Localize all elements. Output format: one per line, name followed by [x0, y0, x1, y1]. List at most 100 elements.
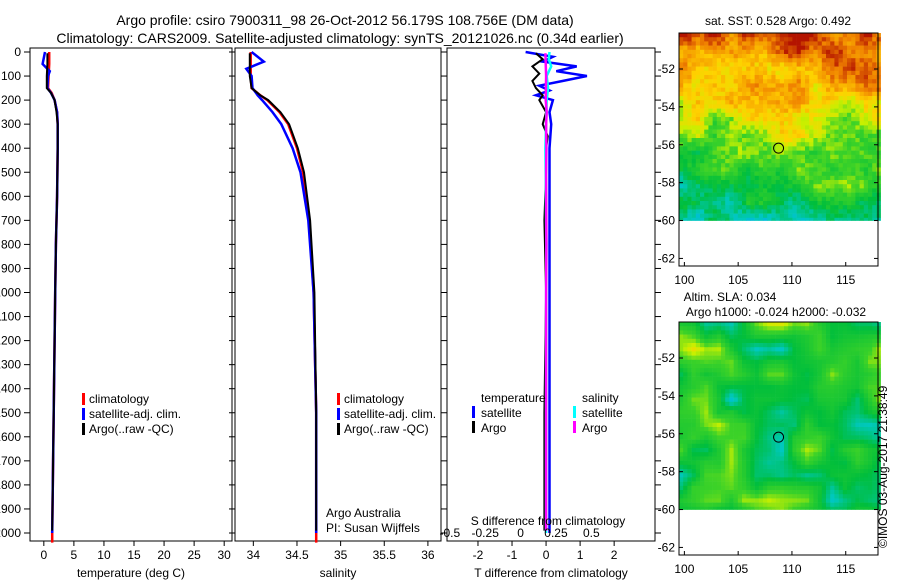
map-cell: [842, 469, 848, 474]
map-cell: [859, 175, 865, 181]
depth-tick-label: 1400: [0, 382, 21, 396]
map-cell: [830, 217, 835, 221]
map-cell: [779, 45, 785, 51]
map-cell: [838, 460, 844, 466]
map-cell: [872, 456, 877, 461]
map-cell: [767, 481, 772, 487]
map-cell: [729, 209, 734, 214]
map-cell: [679, 45, 684, 51]
map-cell: [788, 108, 793, 114]
map-cell: [851, 45, 856, 51]
map-cell: [700, 117, 705, 122]
map-cell: [800, 62, 806, 67]
map-cell: [838, 494, 844, 499]
map-cell: [708, 62, 713, 67]
map-cell: [721, 75, 726, 80]
map-cell: [805, 448, 810, 453]
s-diff-tick-label: 0.5: [583, 526, 600, 540]
map-cell: [742, 171, 747, 177]
map-cell: [792, 464, 797, 470]
map-cell: [716, 359, 722, 365]
map-cell: [788, 351, 793, 356]
map-cell: [842, 364, 848, 369]
map-cell: [788, 431, 793, 436]
map-cell: [704, 142, 709, 147]
map-cell: [863, 58, 869, 63]
map-cell: [826, 376, 831, 382]
map-cell: [855, 351, 860, 356]
map-cell: [679, 418, 684, 424]
map-cell: [796, 58, 802, 63]
map-cell: [784, 104, 789, 109]
map-cell: [725, 108, 730, 114]
map-cell: [725, 481, 730, 487]
map-cell: [876, 385, 881, 390]
map-cell: [855, 41, 860, 46]
map-cell: [834, 108, 839, 114]
map-cell: [708, 334, 713, 340]
map-cell: [809, 435, 814, 440]
lon-tick-label: 110: [782, 273, 801, 287]
map-cell: [712, 108, 718, 114]
map-cell: [847, 334, 852, 340]
map-cell: [721, 184, 726, 189]
map-cell: [779, 464, 785, 470]
map-cell: [742, 142, 747, 147]
map-cell: [847, 359, 852, 365]
map-cell: [792, 385, 797, 390]
map-cell: [859, 351, 865, 356]
map-cell: [838, 443, 844, 449]
map-cell: [796, 343, 802, 348]
map-cell: [742, 443, 747, 449]
map-cell: [838, 364, 844, 369]
map-cell: [796, 79, 802, 84]
map-cell: [683, 209, 688, 214]
map-cell: [872, 217, 877, 221]
map-cell: [716, 389, 722, 394]
map-cell: [750, 322, 755, 327]
map-cell: [708, 192, 713, 198]
map-cell: [842, 133, 848, 139]
map-cell: [813, 180, 818, 185]
map-cell: [847, 45, 852, 51]
map-cell: [779, 368, 785, 373]
map-cell: [700, 469, 705, 474]
map-cell: [863, 368, 869, 373]
map-cell: [716, 326, 722, 331]
map-cell: [800, 490, 806, 495]
map-cell: [771, 133, 776, 139]
map-cell: [704, 192, 709, 198]
map-cell: [704, 100, 709, 105]
map-cell: [729, 83, 734, 88]
map-cell: [800, 347, 806, 352]
map-cell: [855, 112, 860, 118]
map-cell: [826, 338, 831, 344]
map-cell: [700, 171, 705, 177]
map-cell: [784, 389, 789, 394]
map-cell: [834, 469, 839, 474]
map-cell: [851, 163, 856, 168]
map-cell: [830, 142, 835, 147]
map-cell: [742, 410, 747, 415]
map-cell: [725, 502, 730, 508]
map-cell: [847, 163, 852, 168]
map-cell: [821, 184, 827, 189]
map-cell: [737, 456, 743, 461]
map-cell: [792, 330, 797, 335]
map-cell: [683, 422, 688, 428]
map-cell: [742, 175, 747, 181]
map-cell: [754, 125, 760, 130]
map-cell: [679, 481, 684, 487]
map-cell: [695, 133, 701, 139]
map-cell: [847, 66, 852, 72]
map-cell: [872, 62, 877, 67]
map-cell: [725, 138, 730, 143]
map-cell: [700, 439, 705, 445]
map-cell: [859, 452, 865, 457]
map-cell: [700, 159, 705, 164]
map-cell: [800, 70, 806, 76]
map-cell: [838, 393, 844, 398]
map-cell: [700, 96, 705, 101]
map-cell: [876, 96, 881, 101]
map-cell: [788, 490, 793, 495]
